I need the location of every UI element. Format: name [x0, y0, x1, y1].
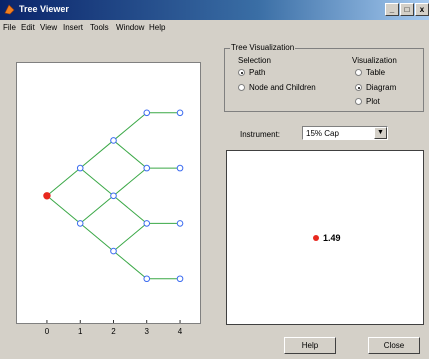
menu-view[interactable]: View — [40, 23, 58, 32]
menu-file[interactable]: File — [3, 23, 16, 32]
tree-node[interactable] — [143, 275, 151, 283]
tree-node[interactable] — [176, 220, 184, 227]
tree-node[interactable] — [143, 109, 151, 117]
radio-plot[interactable]: Plot — [355, 97, 380, 106]
tree-node[interactable] — [176, 109, 184, 117]
maximize-button[interactable]: □ — [400, 3, 414, 16]
radio-path-indicator — [238, 69, 245, 76]
menu-insert[interactable]: Insert — [63, 23, 84, 32]
radio-plot-indicator — [355, 98, 362, 105]
instrument-value: 15% Cap — [306, 129, 339, 138]
radio-path-label: Path — [249, 68, 266, 77]
tree-edge — [79, 195, 114, 224]
window-title: Tree Viewer — [19, 4, 69, 14]
tree-edge — [113, 167, 148, 197]
radio-plot-label: Plot — [366, 97, 380, 106]
tree-visualization-group — [224, 48, 424, 112]
x-tick-label: 0 — [45, 327, 50, 336]
x-tick-label: 3 — [145, 327, 150, 336]
tree-node[interactable] — [143, 220, 151, 227]
selection-label: Selection — [238, 56, 271, 65]
value-display-panel: 1.49 — [226, 150, 424, 325]
tree-node[interactable] — [110, 247, 117, 255]
tree-edge — [79, 140, 114, 169]
radio-node-and-children[interactable]: Node and Children — [238, 83, 316, 92]
radio-diagram-indicator — [355, 84, 362, 91]
tree-edge — [113, 112, 148, 141]
tree-edge — [113, 250, 148, 280]
radio-table[interactable]: Table — [355, 68, 385, 77]
menu-edit[interactable]: Edit — [21, 23, 35, 32]
tree-node[interactable] — [176, 275, 184, 283]
instrument-label: Instrument: — [240, 130, 281, 139]
tree-node[interactable] — [176, 164, 184, 172]
selected-node-value: 1.49 — [323, 233, 341, 243]
tree-edge — [113, 223, 148, 252]
x-tick-label: 1 — [78, 327, 83, 336]
tree-node[interactable] — [110, 137, 117, 144]
radio-table-label: Table — [366, 68, 386, 77]
chevron-down-icon[interactable]: ▼ — [374, 127, 387, 139]
x-tick-label: 4 — [178, 327, 183, 336]
instrument-select[interactable]: 15% Cap ▼ — [302, 126, 388, 140]
radio-node-and-children-indicator — [238, 84, 245, 91]
x-tick-label: 2 — [111, 327, 116, 336]
tree-visualization-title: Tree Visualization — [230, 43, 296, 52]
tree-node[interactable] — [143, 164, 151, 172]
menu-tools[interactable]: Tools — [90, 23, 109, 32]
minimize-button[interactable]: _ — [385, 3, 399, 16]
menu-help[interactable]: Help — [149, 23, 166, 32]
tree-root-node[interactable] — [43, 192, 51, 200]
tree-edge — [113, 140, 148, 169]
menu-window[interactable]: Window — [116, 23, 145, 32]
close-button[interactable]: Close — [368, 337, 420, 354]
tree-edge — [46, 167, 81, 197]
radio-table-indicator — [355, 69, 362, 76]
tree-edge — [113, 195, 148, 224]
tree-node[interactable] — [76, 164, 84, 172]
matlab-logo-icon — [4, 4, 15, 15]
tree-edge — [79, 223, 114, 252]
radio-diagram-label: Diagram — [366, 83, 397, 92]
selected-node-dot — [313, 235, 319, 241]
tree-edge — [46, 195, 81, 224]
tree-edge — [79, 167, 114, 197]
radio-node-and-children-label: Node and Children — [249, 83, 316, 92]
help-button[interactable]: Help — [284, 337, 336, 354]
visualization-label: Visualization — [352, 56, 397, 65]
radio-path[interactable]: Path — [238, 68, 265, 77]
menu-bar: File Edit View Insert Tools Window Help — [0, 20, 429, 36]
radio-diagram[interactable]: Diagram — [355, 83, 396, 92]
title-bar[interactable]: Tree Viewer _ □ x — [0, 0, 429, 20]
tree-node[interactable] — [76, 220, 84, 227]
tree-node[interactable] — [110, 192, 117, 200]
